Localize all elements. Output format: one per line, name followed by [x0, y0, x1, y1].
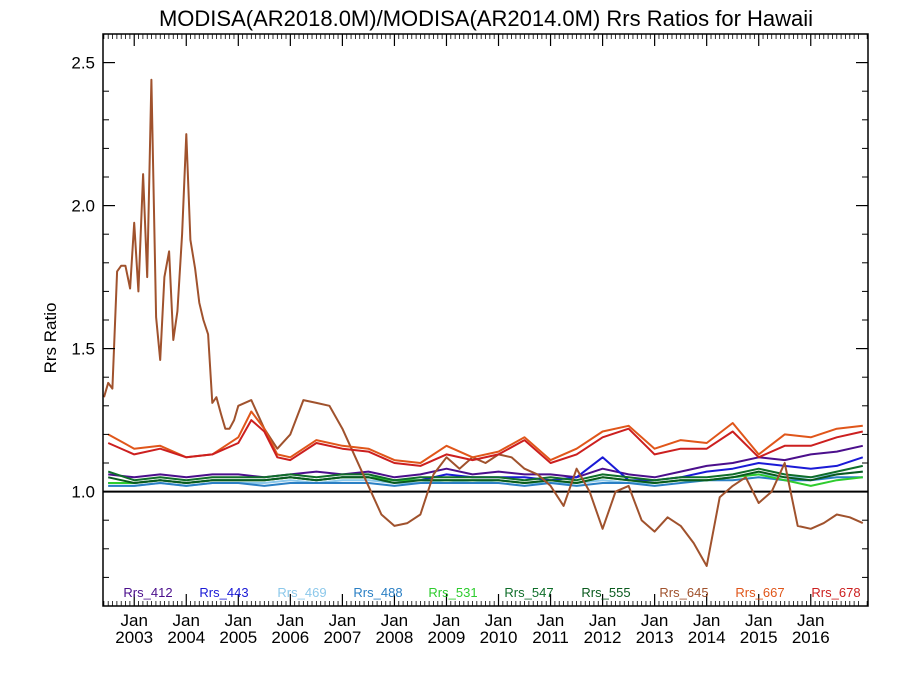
- x-tick-month: Jan: [329, 611, 356, 630]
- plot-area: 1.01.52.02.5Jan2003Jan2004Jan2005Jan2006…: [71, 33, 869, 647]
- x-tick-year: 2009: [428, 628, 466, 647]
- x-tick-month: Jan: [797, 611, 824, 630]
- legend-label-rrs_645: Rrs_645: [659, 585, 708, 600]
- series-line-rrs_645: [103, 78, 864, 567]
- legend-label-rrs_412: Rrs_412: [123, 585, 172, 600]
- x-tick-month: Jan: [745, 611, 772, 630]
- legend-label-rrs_547: Rrs_547: [504, 585, 553, 600]
- legend-label-rrs_469: Rrs_469: [277, 585, 326, 600]
- x-tick-month: Jan: [433, 611, 460, 630]
- x-tick-year: 2014: [688, 628, 726, 647]
- x-tick-month: Jan: [589, 611, 616, 630]
- x-tick-year: 2004: [167, 628, 205, 647]
- x-tick-year: 2007: [323, 628, 361, 647]
- y-tick-label: 1.0: [71, 483, 95, 502]
- x-tick-year: 2013: [636, 628, 674, 647]
- series-line-rrs_547: [107, 464, 864, 482]
- x-tick-year: 2016: [792, 628, 830, 647]
- x-tick-year: 2008: [376, 628, 414, 647]
- x-tick-year: 2012: [584, 628, 622, 647]
- series-line-rrs_678: [107, 419, 864, 467]
- y-tick-label: 2.5: [71, 54, 95, 73]
- legend-label-rrs_488: Rrs_488: [353, 585, 402, 600]
- x-tick-month: Jan: [537, 611, 564, 630]
- legend-label-rrs_678: Rrs_678: [811, 585, 860, 600]
- x-tick-month: Jan: [485, 611, 512, 630]
- plot-frame: [102, 33, 869, 607]
- x-tick-month: Jan: [121, 611, 148, 630]
- x-tick-year: 2006: [271, 628, 309, 647]
- x-tick-year: 2015: [740, 628, 778, 647]
- legend-label-rrs_443: Rrs_443: [199, 585, 248, 600]
- x-tick-month: Jan: [173, 611, 200, 630]
- legend-label-rrs_667: Rrs_667: [735, 585, 784, 600]
- x-tick-month: Jan: [641, 611, 668, 630]
- series-line-rrs_412: [108, 444, 864, 479]
- x-tick-month: Jan: [693, 611, 720, 630]
- x-tick-year: 2010: [480, 628, 518, 647]
- y-tick-label: 1.5: [71, 340, 95, 359]
- series-line-rrs_555: [107, 470, 863, 484]
- series-line-rrs_667: [107, 410, 863, 464]
- legend-label-rrs_531: Rrs_531: [428, 585, 477, 600]
- x-tick-year: 2011: [532, 628, 569, 647]
- x-tick-month: Jan: [225, 611, 252, 630]
- series-line-rrs_488: [108, 476, 863, 487]
- legend-label-rrs_555: Rrs_555: [581, 585, 630, 600]
- chart-title: MODISA(AR2018.0M)/MODISA(AR2014.0M) Rrs …: [159, 6, 813, 31]
- x-tick-month: Jan: [277, 611, 304, 630]
- x-tick-month: Jan: [381, 611, 408, 630]
- y-axis-label: Rrs Ratio: [41, 303, 60, 374]
- y-tick-label: 2.0: [71, 197, 95, 216]
- x-tick-year: 2003: [115, 628, 153, 647]
- x-tick-year: 2005: [219, 628, 257, 647]
